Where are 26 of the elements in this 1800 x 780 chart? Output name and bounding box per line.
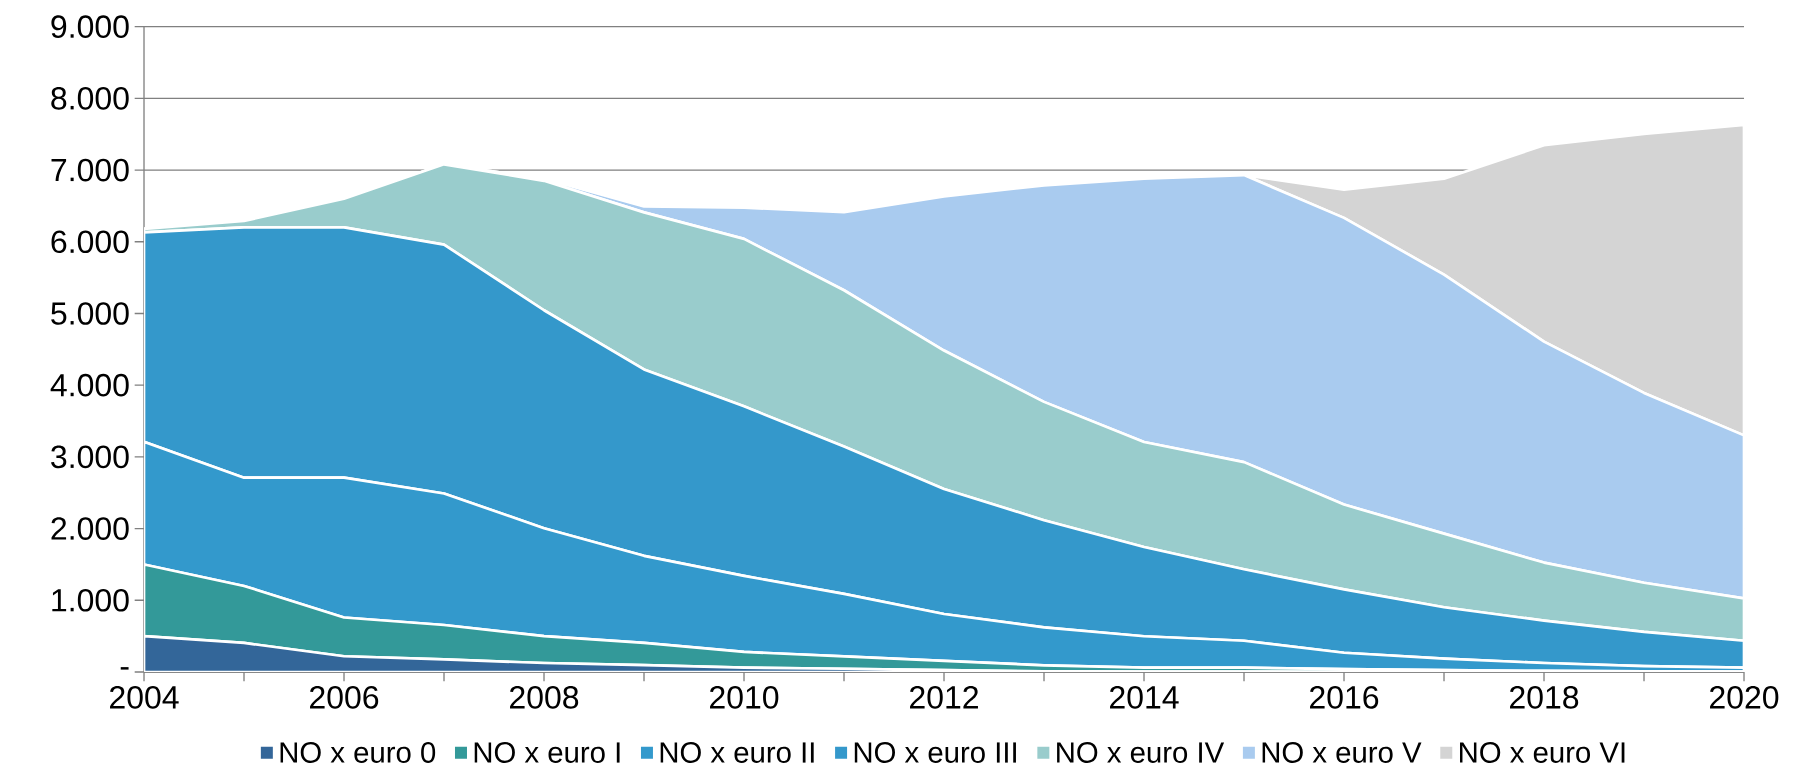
- x-tick-label: 2018: [1510, 686, 1579, 709]
- y-tick-label: 7.000: [51, 158, 129, 182]
- y-tick-label: 4.000: [50, 373, 129, 397]
- y-tick-label: 2.000: [51, 517, 129, 540]
- legend-label: NO x euro IV: [1057, 742, 1225, 763]
- legend-label: NO x euro V: [1262, 742, 1422, 763]
- x-tick-label: 2004: [110, 686, 179, 709]
- y-tick-label: 6.000: [51, 230, 129, 254]
- x-tick-label: 2014: [1110, 686, 1179, 709]
- legend-label: NO x euro III: [854, 742, 1016, 763]
- y-tick-label: 9.000: [51, 15, 129, 38]
- y-tick-label: 5.000: [51, 302, 129, 325]
- x-tick-label: 2010: [710, 686, 779, 709]
- x-tick-label: 2020: [1710, 686, 1779, 709]
- y-tick-label: 8.000: [51, 87, 129, 110]
- y-tick-label: 3.000: [51, 445, 129, 469]
- x-tick-label: 2012: [910, 686, 978, 709]
- x-tick-label: 2016: [1310, 686, 1379, 709]
- y-tick-label: 1.000: [52, 588, 129, 612]
- x-tick-label: 2008: [510, 686, 579, 709]
- legend-label: NO x euro I: [474, 742, 620, 763]
- x-tick-label: 2006: [310, 686, 379, 709]
- y-tick-label: -: [120, 667, 129, 670]
- legend-label: NO x euro VI: [1460, 742, 1625, 763]
- legend-label: NO x euro II: [660, 742, 814, 763]
- legend-label: NO x euro 0: [280, 742, 436, 763]
